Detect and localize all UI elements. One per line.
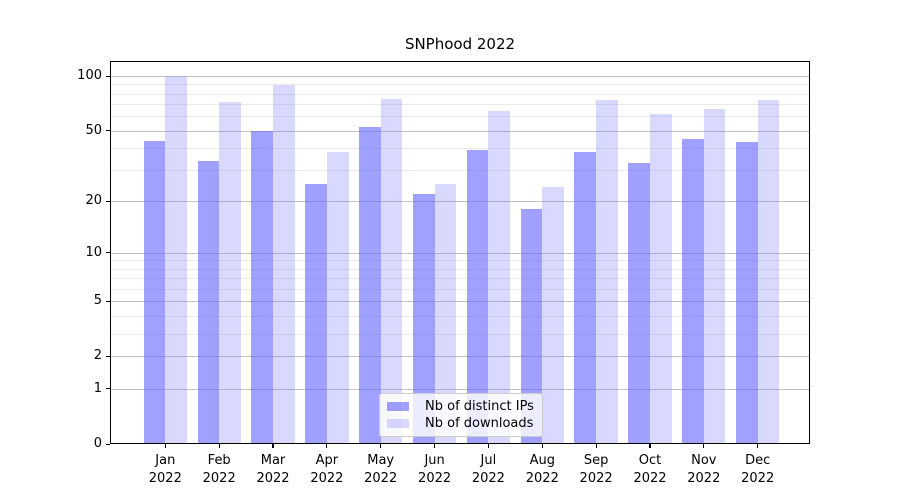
x-tick-label: Apr 2022 <box>310 453 344 486</box>
x-tick <box>272 444 274 448</box>
x-tick <box>218 444 220 448</box>
bar-distinct-ips-jun <box>412 194 435 444</box>
y-tick <box>106 75 110 77</box>
minor-gridline <box>110 333 810 335</box>
bar-downloads-jan <box>165 76 187 444</box>
y-tick-label: 100 <box>77 68 102 83</box>
bar-distinct-ips-jul <box>466 149 489 444</box>
x-tick <box>487 444 489 448</box>
legend-swatch-downloads-icon <box>387 419 409 429</box>
bar-distinct-ips-may <box>359 127 381 444</box>
x-tick-label: Jul 2022 <box>471 453 505 486</box>
bar-downloads-nov <box>703 108 726 444</box>
bar-downloads-feb <box>219 101 241 444</box>
bar-distinct-ips-oct <box>628 162 650 444</box>
minor-gridline <box>110 268 810 270</box>
minor-gridline <box>110 147 810 149</box>
x-tick-label: Mar 2022 <box>256 453 290 486</box>
y-tick-label: 0 <box>93 436 102 451</box>
major-gridline <box>110 252 810 254</box>
bar-distinct-ips-jan <box>143 140 166 444</box>
chart-title: SNPhood 2022 <box>404 35 516 53</box>
legend-swatch-distinct-ips-icon <box>387 401 409 411</box>
x-tick <box>757 444 759 448</box>
x-tick-label: Sep 2022 <box>579 453 613 486</box>
x-tick-label: Aug 2022 <box>525 453 559 486</box>
x-tick <box>164 444 166 448</box>
x-tick <box>380 444 382 448</box>
x-tick-label: Oct 2022 <box>633 453 667 486</box>
legend-item-distinct-ips: Nb of distinct IPs <box>380 398 542 415</box>
bar-distinct-ips-dec <box>736 142 758 444</box>
major-gridline <box>110 201 810 203</box>
x-tick <box>703 444 705 448</box>
y-tick <box>106 252 110 254</box>
y-tick-label: 1 <box>93 380 102 396</box>
x-tick-label: Feb 2022 <box>202 453 236 486</box>
x-tick <box>326 444 328 448</box>
major-gridline <box>110 301 810 303</box>
y-tick-label: 50 <box>85 122 102 138</box>
bar-downloads-may <box>380 98 403 444</box>
bar-distinct-ips-feb <box>197 160 220 444</box>
major-gridline <box>110 388 810 390</box>
y-tick <box>106 300 110 302</box>
x-tick-label: Jun 2022 <box>418 453 452 486</box>
minor-gridline <box>110 288 810 290</box>
y-tick-label: 5 <box>93 293 102 309</box>
legend-item-downloads: Nb of downloads <box>380 415 542 432</box>
bar-distinct-ips-apr <box>305 184 327 444</box>
y-tick <box>106 388 110 390</box>
bar-downloads-jul <box>488 111 511 444</box>
minor-gridline <box>110 84 810 86</box>
bar-distinct-ips-nov <box>682 138 704 444</box>
x-tick-label: Jan 2022 <box>148 453 182 486</box>
minor-gridline <box>110 315 810 317</box>
bar-downloads-sep <box>596 99 618 444</box>
x-tick <box>433 444 436 448</box>
bar-downloads-oct <box>650 113 672 444</box>
minor-gridline <box>110 116 810 118</box>
bar-distinct-ips-mar <box>251 130 273 444</box>
legend-label-distinct-ips: Nb of distinct IPs <box>425 398 534 414</box>
minor-gridline <box>110 170 810 172</box>
bar-downloads-apr <box>326 151 349 444</box>
minor-gridline <box>110 104 810 106</box>
x-tick-label: Dec 2022 <box>741 453 775 486</box>
bar-downloads-dec <box>757 99 780 444</box>
y-tick <box>106 443 110 445</box>
y-tick <box>106 200 110 202</box>
y-tick-label: 20 <box>85 193 102 209</box>
bar-downloads-jun <box>434 184 457 444</box>
minor-gridline <box>110 93 810 95</box>
minor-gridline <box>110 278 810 280</box>
bar-downloads-mar <box>273 85 295 444</box>
major-gridline <box>110 356 810 358</box>
x-tick <box>595 444 597 448</box>
y-tick <box>106 130 110 132</box>
minor-gridline <box>110 260 810 262</box>
bar-distinct-ips-sep <box>574 151 597 444</box>
bar-distinct-ips-aug <box>520 209 543 444</box>
y-tick <box>106 355 110 358</box>
major-gridline <box>110 130 810 132</box>
x-tick-label: May 2022 <box>364 453 398 486</box>
y-tick-label: 2 <box>93 348 102 364</box>
y-tick-label: 10 <box>85 244 102 260</box>
legend: Nb of distinct IPs Nb of downloads <box>379 393 543 437</box>
major-gridline <box>110 76 810 77</box>
x-tick <box>541 444 543 448</box>
x-tick <box>649 444 651 448</box>
legend-label-downloads: Nb of downloads <box>425 416 534 432</box>
x-tick-label: Nov 2022 <box>687 453 721 486</box>
bar-downloads-aug <box>542 187 564 444</box>
